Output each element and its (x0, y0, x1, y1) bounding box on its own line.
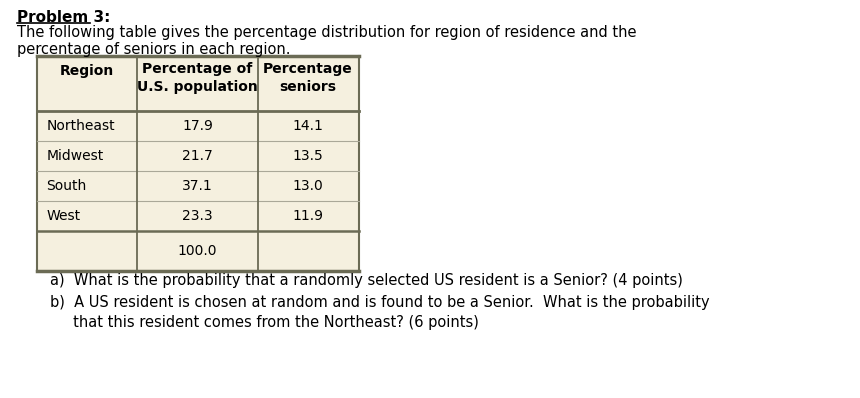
Text: a)  What is the probability that a randomly selected US resident is a Senior? (4: a) What is the probability that a random… (50, 273, 683, 288)
Text: The following table gives the percentage distribution for region of residence an: The following table gives the percentage… (17, 25, 636, 40)
Bar (36, 56, 359, 271)
Text: Percentage of
U.S. population: Percentage of U.S. population (137, 62, 258, 94)
Text: Region: Region (60, 64, 114, 78)
Text: 100.0: 100.0 (178, 244, 218, 258)
Text: 13.5: 13.5 (292, 149, 323, 163)
Text: Northeast: Northeast (46, 119, 114, 133)
Text: Midwest: Midwest (46, 149, 103, 163)
Text: 11.9: 11.9 (292, 209, 323, 223)
Text: Percentage
seniors: Percentage seniors (263, 62, 353, 94)
Text: 17.9: 17.9 (182, 119, 213, 133)
Text: Problem 3:: Problem 3: (17, 10, 111, 25)
Text: that this resident comes from the Northeast? (6 points): that this resident comes from the Northe… (50, 315, 479, 330)
Text: 14.1: 14.1 (292, 119, 323, 133)
Text: percentage of seniors in each region.: percentage of seniors in each region. (17, 42, 291, 57)
Text: 13.0: 13.0 (292, 179, 323, 193)
Text: b)  A US resident is chosen at random and is found to be a Senior.  What is the : b) A US resident is chosen at random and… (50, 295, 709, 310)
Text: 21.7: 21.7 (182, 149, 213, 163)
Text: South: South (46, 179, 86, 193)
Text: 37.1: 37.1 (182, 179, 213, 193)
Text: 23.3: 23.3 (182, 209, 212, 223)
Text: West: West (46, 209, 80, 223)
